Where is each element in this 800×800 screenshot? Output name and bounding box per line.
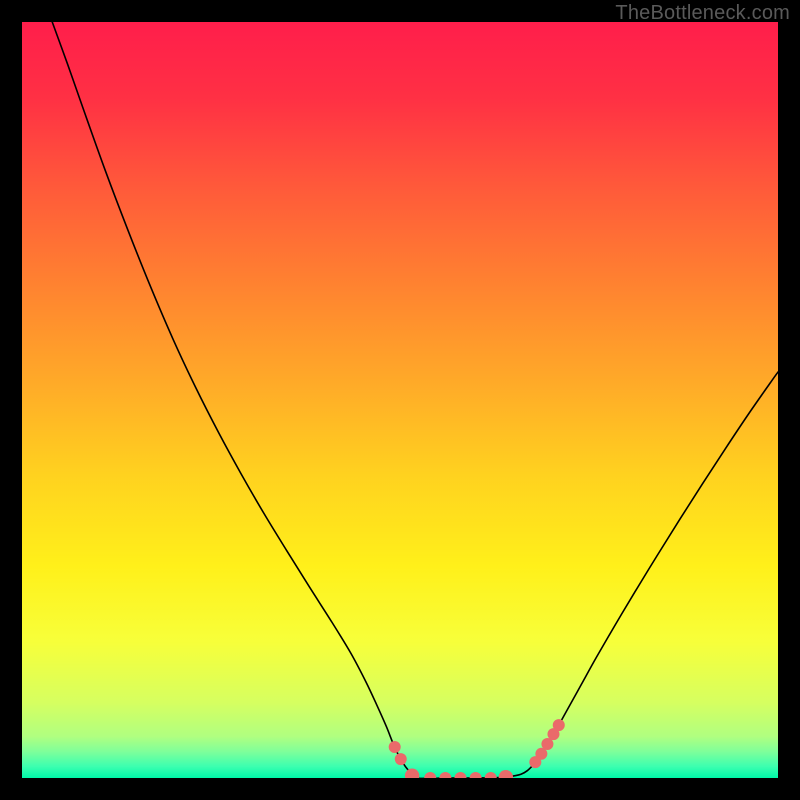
chart-frame: TheBottleneck.com [0,0,800,800]
bottleneck-chart [0,0,800,800]
watermark-label: TheBottleneck.com [615,2,790,25]
